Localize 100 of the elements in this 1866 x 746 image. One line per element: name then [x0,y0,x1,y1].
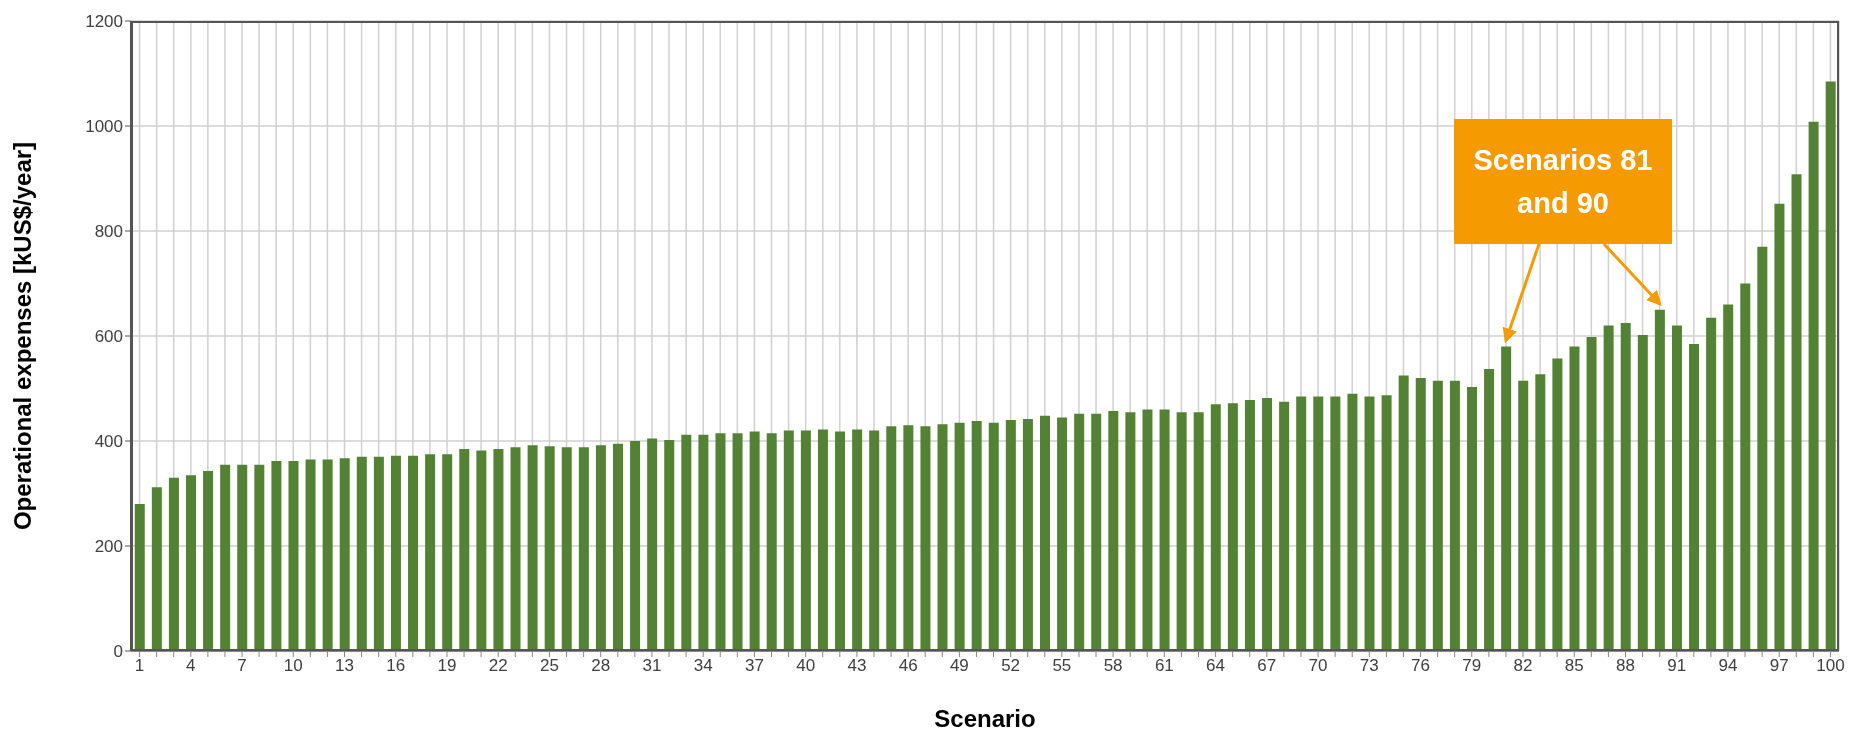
bar [630,441,641,651]
bar [1723,304,1734,651]
x-tick-label: 10 [283,656,303,676]
bar [510,447,521,651]
x-tick-label: 100 [1816,656,1845,676]
bar [339,458,350,651]
bar [1210,404,1221,651]
x-tick-label: 43 [847,656,867,676]
y-tick-label: 600 [94,327,123,347]
bar [151,487,162,651]
bar [1467,386,1477,651]
bar [1552,358,1563,651]
bar [1091,413,1102,651]
bar [1518,380,1529,651]
bar [1689,343,1700,651]
x-tick-label: 64 [1206,656,1226,676]
bar [903,425,914,651]
bar [749,431,760,651]
bar [373,456,384,651]
bar [322,459,333,651]
bar [271,460,282,651]
x-tick-label: 91 [1667,656,1687,676]
bar [493,448,504,651]
bar [1347,393,1358,651]
bar [1040,415,1050,651]
x-tick-label: 16 [386,656,406,676]
bar [544,446,555,651]
bar [1671,325,1682,651]
bar [800,430,811,651]
x-tick-label: 97 [1769,656,1789,676]
x-tick-label: 13 [335,656,354,676]
bar [766,433,777,651]
x-tick-label: 82 [1513,656,1533,676]
bar [1535,374,1546,651]
bar [1825,81,1836,651]
bar [1005,420,1016,651]
x-tick-label: 70 [1308,656,1328,676]
bar [203,470,214,651]
bar [1620,322,1631,651]
bar [937,424,948,651]
y-tick-label: 400 [94,432,123,452]
x-axis-title: Scenario [934,705,1036,732]
bar [1484,369,1495,651]
bar [783,430,794,651]
x-tick-label: 22 [488,656,508,676]
bar [578,447,589,651]
bar [186,475,196,651]
bar [595,445,606,651]
bar [1569,346,1580,651]
x-tick-label: 4 [186,656,196,676]
bar [1637,334,1648,651]
bar [390,455,401,651]
bar [698,434,709,651]
x-tick-label: 79 [1462,656,1482,676]
bar [1757,246,1768,651]
bar [886,426,897,651]
x-tick-label: 1 [134,656,145,676]
bar [1159,409,1170,651]
bar [1808,121,1819,651]
x-tick-label: 34 [693,656,713,676]
x-tick-label: 67 [1257,656,1277,676]
bar [1296,396,1307,651]
bar [220,464,231,651]
bar [1330,396,1341,651]
bar [920,426,931,651]
bar [1654,309,1665,651]
bar [715,433,726,651]
bar [1142,409,1153,651]
x-tick-label: 7 [237,656,247,676]
bar [732,433,743,651]
bar [288,460,299,651]
y-tick-label: 800 [94,222,123,242]
x-tick-label: 88 [1616,656,1635,676]
x-tick-label: 28 [591,656,611,676]
bar [1244,400,1255,651]
bar [1108,411,1119,651]
bar [1774,203,1785,651]
x-tick-label: 55 [1052,656,1072,676]
bar [869,430,880,651]
x-tick-label: 46 [898,656,918,676]
bar [134,504,145,651]
bar [459,448,470,651]
y-axis-title: Operational expenses [kUS$/year] [8,141,36,531]
bar [425,454,436,651]
bar [852,429,863,651]
bar [1415,378,1426,651]
bar [527,445,538,651]
x-tick-label: 58 [1103,656,1123,676]
y-tick-label: 1200 [85,12,123,32]
bar [356,456,367,651]
x-tick-label: 73 [1359,656,1379,676]
bar [1176,412,1187,651]
y-tick-label: 200 [94,537,123,557]
bar [1227,403,1238,651]
bar [681,434,692,651]
bar [305,459,316,651]
x-tick-label: 40 [796,656,816,676]
bar [1449,380,1460,651]
bar [408,455,419,651]
bar [254,464,265,651]
